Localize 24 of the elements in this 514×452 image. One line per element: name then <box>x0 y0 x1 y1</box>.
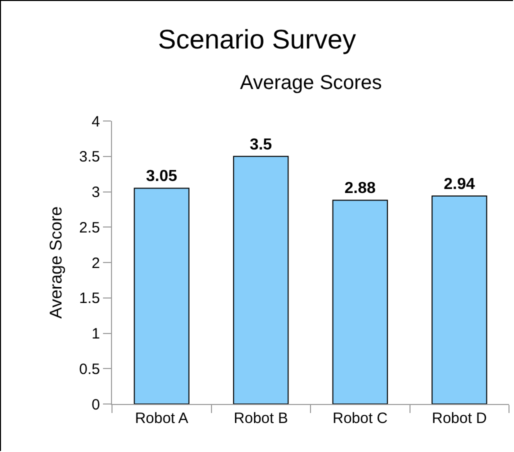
chart-subtitle: Average Scores <box>240 72 382 94</box>
y-axis-title: Average Score <box>46 206 66 319</box>
bar <box>432 196 488 404</box>
y-tick-label: 3.5 <box>79 148 100 166</box>
y-tick-label: 3 <box>92 184 100 201</box>
data-label: 3.05 <box>146 168 178 186</box>
bar <box>233 156 289 404</box>
x-tick-label: Robot B <box>234 410 288 427</box>
y-tick-label: 4 <box>92 113 100 130</box>
data-label: 3.5 <box>250 136 272 154</box>
y-tick-label: 2 <box>92 254 100 272</box>
y-tick-label: 1 <box>92 326 100 342</box>
y-tick-label: 0.5 <box>79 360 100 378</box>
data-label: 2.88 <box>344 180 376 198</box>
x-tick-label: Robot C <box>332 410 388 427</box>
y-tick-label: 1.5 <box>79 290 100 308</box>
chart-title: Scenario Survey <box>158 24 357 54</box>
data-label: 2.94 <box>444 176 475 193</box>
x-tick-label: Robot D <box>432 410 488 427</box>
bar <box>332 200 388 404</box>
y-tick-label: 0 <box>92 396 100 414</box>
y-tick-label: 2.5 <box>79 219 100 236</box>
bar <box>134 188 190 404</box>
x-tick-label: Robot A <box>134 410 188 427</box>
